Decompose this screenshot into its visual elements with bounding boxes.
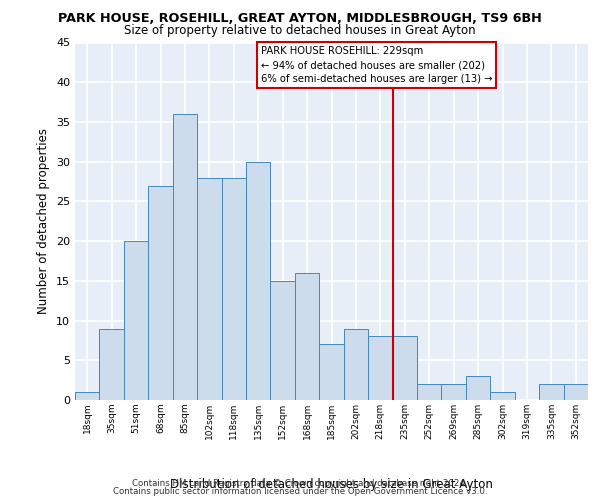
Bar bbox=[221, 178, 246, 400]
Bar bbox=[466, 376, 490, 400]
Y-axis label: Number of detached properties: Number of detached properties bbox=[37, 128, 50, 314]
Bar bbox=[319, 344, 344, 400]
Bar bbox=[100, 328, 124, 400]
Bar bbox=[197, 178, 221, 400]
Bar bbox=[75, 392, 100, 400]
Text: Size of property relative to detached houses in Great Ayton: Size of property relative to detached ho… bbox=[124, 24, 476, 37]
Bar bbox=[442, 384, 466, 400]
Bar bbox=[539, 384, 563, 400]
Text: PARK HOUSE, ROSEHILL, GREAT AYTON, MIDDLESBROUGH, TS9 6BH: PARK HOUSE, ROSEHILL, GREAT AYTON, MIDDL… bbox=[58, 12, 542, 26]
Text: PARK HOUSE ROSEHILL: 229sqm
← 94% of detached houses are smaller (202)
6% of sem: PARK HOUSE ROSEHILL: 229sqm ← 94% of det… bbox=[260, 46, 492, 84]
Bar bbox=[417, 384, 442, 400]
Bar bbox=[490, 392, 515, 400]
Text: Contains public sector information licensed under the Open Government Licence v3: Contains public sector information licen… bbox=[113, 487, 487, 496]
Bar bbox=[344, 328, 368, 400]
Bar bbox=[124, 241, 148, 400]
Bar bbox=[563, 384, 588, 400]
Bar bbox=[295, 273, 319, 400]
Bar bbox=[246, 162, 271, 400]
Bar bbox=[148, 186, 173, 400]
X-axis label: Distribution of detached houses by size in Great Ayton: Distribution of detached houses by size … bbox=[170, 478, 493, 491]
Bar bbox=[271, 281, 295, 400]
Bar bbox=[173, 114, 197, 400]
Bar bbox=[368, 336, 392, 400]
Bar bbox=[392, 336, 417, 400]
Text: Contains HM Land Registry data © Crown copyright and database right 2024.: Contains HM Land Registry data © Crown c… bbox=[132, 478, 468, 488]
